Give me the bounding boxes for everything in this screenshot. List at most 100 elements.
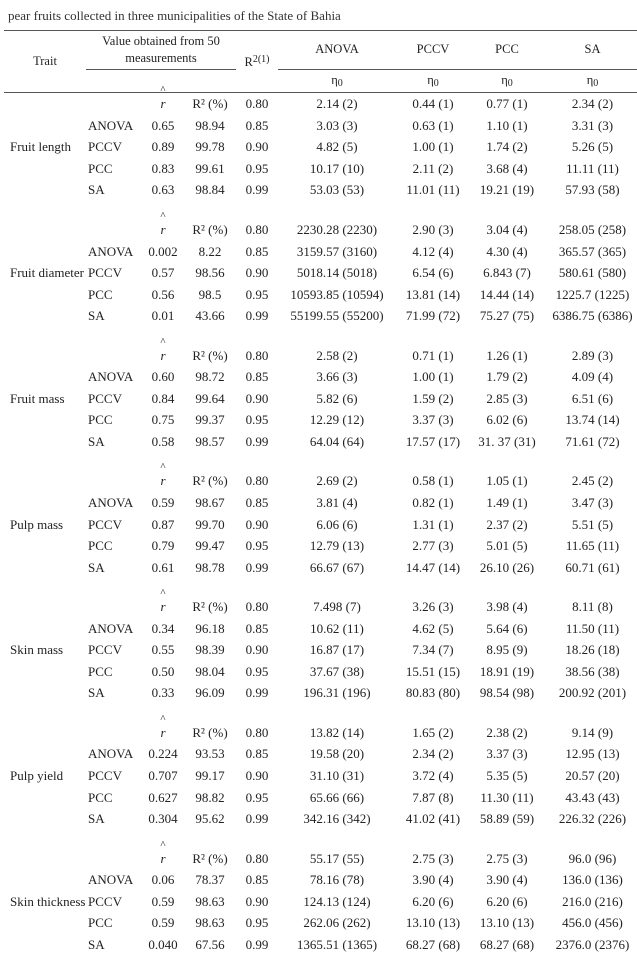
table-row: rR² (%)0.802.58 (2)0.71 (1)1.26 (1)2.89 …: [4, 345, 637, 367]
trait-name-cell: [4, 366, 86, 388]
row-label-cell: PCC: [86, 661, 142, 683]
row-label-cell: PCC: [86, 409, 142, 431]
col-header-pccv-eta: η0: [396, 69, 470, 93]
measure-value-cell: 0.002: [142, 241, 184, 263]
trait-name-cell: [4, 305, 86, 327]
measure-value-cell: 0.84: [142, 388, 184, 410]
trait-name-cell: [4, 722, 86, 744]
table-row: SA0.0143.660.9955199.55 (55200)71.99 (72…: [4, 305, 637, 327]
trait-name-cell: [4, 787, 86, 809]
sa-cell: 200.92 (201): [544, 682, 637, 704]
pcc-cell: 14.44 (14): [470, 284, 544, 306]
row-label-cell: SA: [86, 808, 142, 830]
r-level-cell: 0.99: [236, 934, 278, 956]
r2pct-cell: 98.84: [184, 179, 236, 201]
table-row: Skin massPCCV0.5598.390.9016.87 (17)7.34…: [4, 639, 637, 661]
trait-name-cell: [4, 808, 86, 830]
pccv-cell: 4.62 (5): [396, 618, 470, 640]
r2pct-cell: 98.57: [184, 431, 236, 453]
measure-value-cell: 0.59: [142, 912, 184, 934]
sa-cell: 20.57 (20): [544, 765, 637, 787]
sa-cell: 57.93 (58): [544, 179, 637, 201]
trait-name-cell: Skin mass: [4, 639, 86, 661]
r2pct-cell: R² (%): [184, 93, 236, 115]
table-row: PCC0.7599.370.9512.29 (12)3.37 (3)6.02 (…: [4, 409, 637, 431]
col-header-anova-eta: η0: [278, 69, 396, 93]
table-row: ANOVA0.3496.180.8510.62 (11)4.62 (5)5.64…: [4, 618, 637, 640]
table-header: Trait Value obtained from 50 measurement…: [4, 31, 637, 93]
sa-cell: 13.74 (14): [544, 409, 637, 431]
measure-value-cell: r: [142, 470, 184, 492]
measure-value-cell: 0.59: [142, 891, 184, 913]
r2pct-cell: 98.72: [184, 366, 236, 388]
r-level-cell: 0.85: [236, 241, 278, 263]
anova-cell: 2230.28 (2230): [278, 219, 396, 241]
pccv-cell: 13.81 (14): [396, 284, 470, 306]
col-header-anova: ANOVA: [278, 31, 396, 70]
pccv-cell: 3.72 (4): [396, 765, 470, 787]
trait-name-cell: [4, 409, 86, 431]
pccv-cell: 1.00 (1): [396, 366, 470, 388]
pcc-cell: 68.27 (68): [470, 934, 544, 956]
table-row: ANOVA0.0028.220.853159.57 (3160)4.12 (4)…: [4, 241, 637, 263]
anova-cell: 7.498 (7): [278, 596, 396, 618]
trait-name-cell: [4, 557, 86, 579]
sa-cell: 5.51 (5): [544, 514, 637, 536]
group-spacer: [4, 704, 637, 722]
sa-cell: 11.50 (11): [544, 618, 637, 640]
pcc-cell: 3.98 (4): [470, 596, 544, 618]
table-row: rR² (%)0.8055.17 (55)2.75 (3)2.75 (3)96.…: [4, 848, 637, 870]
row-label-cell: ANOVA: [86, 743, 142, 765]
measure-value-cell: 0.06: [142, 869, 184, 891]
pcc-cell: 8.95 (9): [470, 639, 544, 661]
r2pct-cell: R² (%): [184, 470, 236, 492]
pcc-cell: 5.35 (5): [470, 765, 544, 787]
r2pct-cell: R² (%): [184, 848, 236, 870]
r-level-cell: 0.99: [236, 682, 278, 704]
pcc-cell: 2.37 (2): [470, 514, 544, 536]
trait-name-cell: [4, 869, 86, 891]
r2pct-cell: 93.53: [184, 743, 236, 765]
trait-name-cell: Pulp mass: [4, 514, 86, 536]
trait-name-cell: [4, 431, 86, 453]
measure-value-cell: r: [142, 722, 184, 744]
anova-cell: 262.06 (262): [278, 912, 396, 934]
pcc-cell: 98.54 (98): [470, 682, 544, 704]
r2pct-cell: 99.17: [184, 765, 236, 787]
anova-cell: 37.67 (38): [278, 661, 396, 683]
r-level-cell: 0.95: [236, 787, 278, 809]
r-level-cell: 0.85: [236, 869, 278, 891]
trait-name-cell: [4, 596, 86, 618]
r2pct-cell: 96.18: [184, 618, 236, 640]
row-label-cell: SA: [86, 557, 142, 579]
sa-cell: 11.65 (11): [544, 535, 637, 557]
pccv-cell: 3.90 (4): [396, 869, 470, 891]
r2pct-cell: 43.66: [184, 305, 236, 327]
pcc-cell: 6.20 (6): [470, 891, 544, 913]
col-header-sa: SA: [544, 31, 637, 70]
pccv-cell: 14.47 (14): [396, 557, 470, 579]
r-level-cell: 0.80: [236, 596, 278, 618]
r-level-cell: 0.80: [236, 93, 278, 115]
group-spacer: [4, 201, 637, 219]
table-row: ANOVA0.5998.670.853.81 (4)0.82 (1)1.49 (…: [4, 492, 637, 514]
measure-value-cell: 0.304: [142, 808, 184, 830]
row-label-cell: SA: [86, 305, 142, 327]
table-row: SA0.30495.620.99342.16 (342)41.02 (41)58…: [4, 808, 637, 830]
col-header-r2: R2(1): [236, 31, 278, 93]
pccv-cell: 15.51 (15): [396, 661, 470, 683]
table-row: Skin thicknessPCCV0.5998.630.90124.13 (1…: [4, 891, 637, 913]
pcc-cell: 4.30 (4): [470, 241, 544, 263]
r-level-cell: 0.80: [236, 722, 278, 744]
r2pct-cell: 99.78: [184, 136, 236, 158]
sa-cell: 216.0 (216): [544, 891, 637, 913]
sa-cell: 2.34 (2): [544, 93, 637, 115]
col-header-sa-eta: η0: [544, 69, 637, 93]
row-label-cell: PCCV: [86, 765, 142, 787]
pcc-cell: 75.27 (75): [470, 305, 544, 327]
table-row: rR² (%)0.802230.28 (2230)2.90 (3)3.04 (4…: [4, 219, 637, 241]
trait-name-cell: [4, 912, 86, 934]
group-spacer: [4, 578, 637, 596]
r-level-cell: 0.90: [236, 388, 278, 410]
r-level-cell: 0.99: [236, 808, 278, 830]
